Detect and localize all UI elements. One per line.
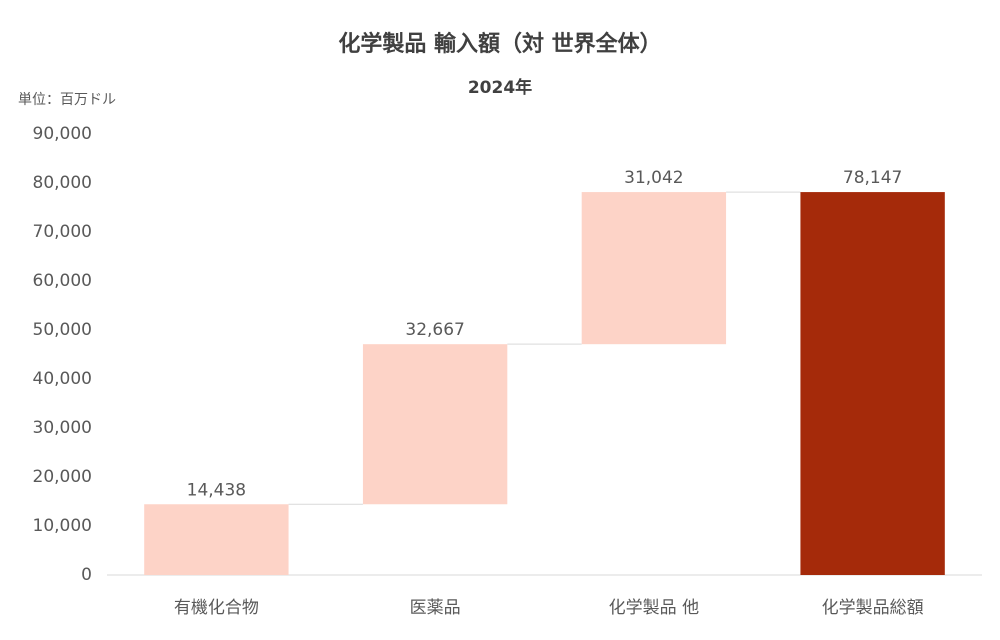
y-tick-label: 30,000 bbox=[33, 418, 92, 438]
x-tick-label: 化学製品 他 bbox=[609, 598, 699, 618]
unit-label: 単位：百万ドル bbox=[18, 92, 116, 108]
y-tick-label: 90,000 bbox=[33, 124, 92, 144]
y-tick-label: 70,000 bbox=[33, 222, 92, 242]
bar bbox=[581, 192, 727, 345]
x-tick-label: 有機化合物 bbox=[174, 598, 259, 618]
y-tick-label: 80,000 bbox=[33, 173, 92, 193]
chart-title: 化学製品 輸入額（対 世界全体） bbox=[338, 31, 661, 57]
y-tick-label: 50,000 bbox=[33, 320, 92, 340]
chart-subtitle: 2024年 bbox=[468, 77, 532, 98]
bar bbox=[144, 504, 289, 575]
bar bbox=[800, 192, 945, 575]
data-label: 78,147 bbox=[843, 168, 902, 188]
x-tick-label: 医薬品 bbox=[410, 598, 461, 618]
data-label: 31,042 bbox=[624, 168, 683, 188]
y-tick-label: 10,000 bbox=[33, 516, 92, 536]
y-tick-label: 20,000 bbox=[33, 467, 92, 487]
y-tick-label: 60,000 bbox=[33, 271, 92, 291]
bar bbox=[362, 344, 508, 505]
y-tick-label: 40,000 bbox=[33, 369, 92, 389]
y-tick-label: 0 bbox=[81, 565, 92, 585]
x-tick-label: 化学製品総額 bbox=[822, 598, 924, 618]
data-label: 14,438 bbox=[187, 480, 246, 500]
data-label: 32,667 bbox=[405, 320, 464, 340]
